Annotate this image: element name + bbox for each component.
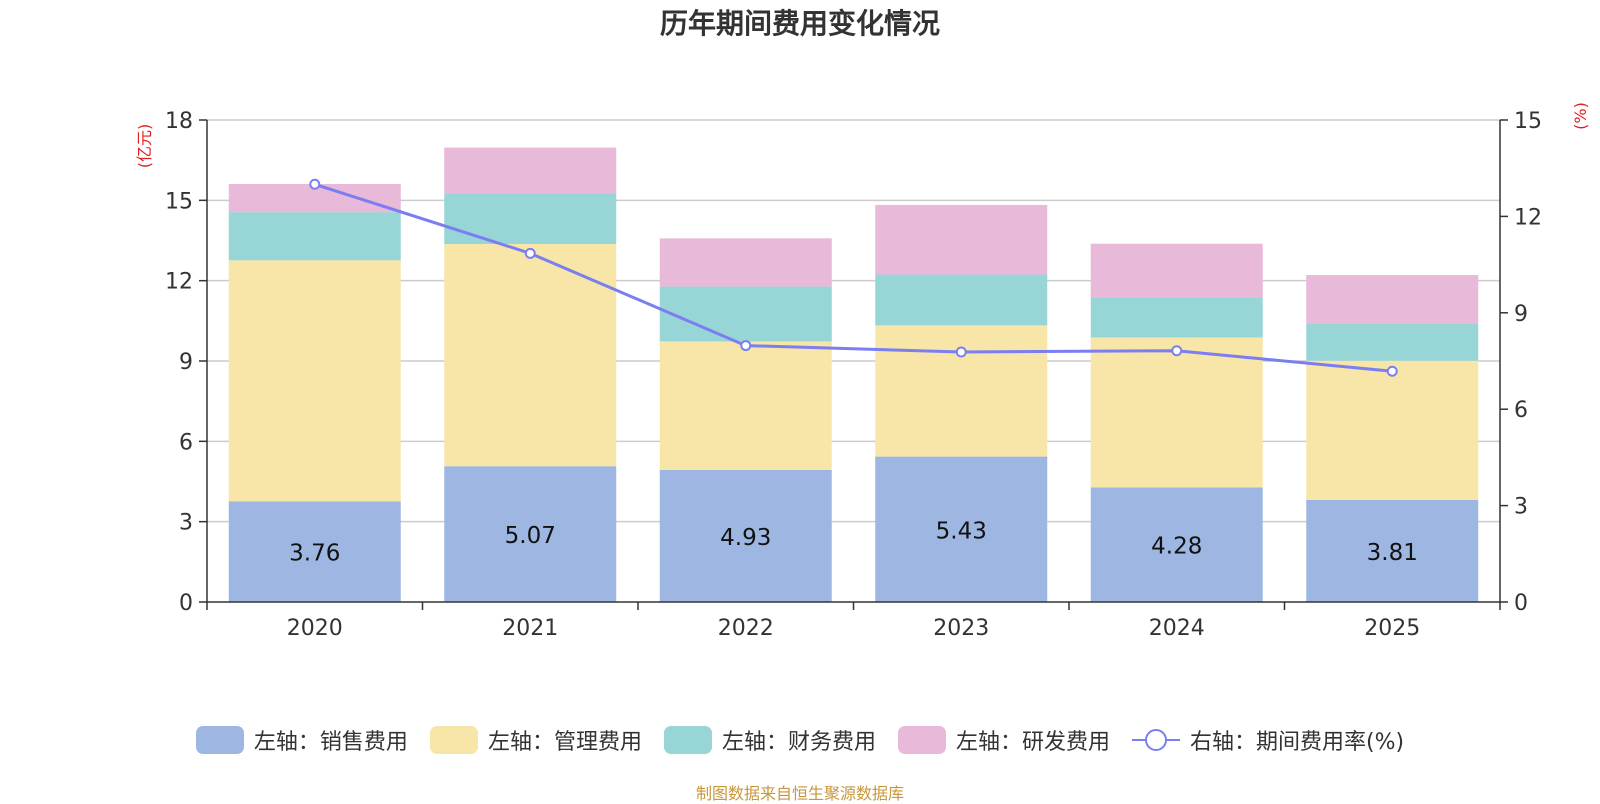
- legend-item-rate[interactable]: 右轴：期间费用率(%): [1131, 724, 1405, 756]
- bar-admin-2025: [1306, 360, 1479, 500]
- bar-finance-2021: [444, 193, 617, 244]
- x-axis-tick-label: 2021: [502, 616, 558, 641]
- legend-swatch-rnd: [897, 726, 946, 754]
- legend: 左轴：销售费用 左轴：管理费用 左轴：财务费用 左轴：研发费用 右轴：期间费用率…: [0, 722, 1600, 758]
- line-rate-point-2021: [524, 247, 536, 259]
- line-rate-point-2022: [740, 340, 752, 352]
- chart-title: 历年期间费用变化情况: [659, 7, 940, 40]
- left-axis-tick-label: 12: [165, 270, 193, 295]
- left-axis-tick-label: 6: [179, 430, 193, 455]
- bar-admin-2022: [659, 341, 832, 470]
- source-note: 制图数据来自恒生聚源数据库: [695, 784, 904, 803]
- right-axis-tick-label: 15: [1514, 109, 1542, 134]
- right-axis-tick-label: 3: [1514, 495, 1528, 520]
- x-axis-tick-label: 2022: [718, 616, 774, 641]
- legend-label-rnd: 左轴：研发费用: [955, 730, 1110, 755]
- right-axis-unit-label: (%): [1571, 102, 1590, 130]
- legend-item-rnd[interactable]: 左轴：研发费用: [897, 724, 1110, 756]
- left-axis-tick-label: 3: [179, 511, 193, 536]
- legend-line-rate-icon: [1131, 729, 1180, 751]
- data-label-sales-2023: 5.43: [936, 518, 987, 544]
- right-axis-tick-label: 0: [1514, 591, 1528, 616]
- legend-swatch-admin: [429, 726, 478, 754]
- bar-finance-2022: [659, 286, 832, 342]
- bar-finance-2025: [1306, 323, 1479, 361]
- legend-swatch-sales: [195, 726, 244, 754]
- bar-admin-2020: [228, 260, 401, 502]
- data-label-sales-2025: 3.81: [1367, 540, 1418, 566]
- data-label-sales-2024: 4.28: [1151, 534, 1202, 560]
- legend-label-sales: 左轴：销售费用: [253, 730, 408, 755]
- bar-finance-2023: [875, 274, 1048, 326]
- bar-rnd-2024: [1090, 243, 1263, 298]
- left-axis-tick-label: 15: [165, 189, 193, 214]
- bar-sales-2020: [228, 501, 401, 602]
- bar-rnd-2022: [659, 238, 832, 287]
- legend-label-finance: 左轴：财务费用: [721, 730, 876, 755]
- line-rate-point-2025: [1386, 365, 1398, 377]
- legend-item-sales[interactable]: 左轴：销售费用: [195, 724, 408, 756]
- data-label-sales-2021: 5.07: [505, 523, 556, 549]
- legend-label-admin: 左轴：管理费用: [487, 730, 642, 755]
- bar-sales-2024: [1090, 487, 1263, 602]
- legend-item-admin[interactable]: 左轴：管理费用: [429, 724, 642, 756]
- bar-finance-2024: [1090, 297, 1263, 338]
- bar-admin-2024: [1090, 337, 1263, 488]
- left-axis-tick-label: 9: [179, 350, 193, 375]
- left-axis-tick-label: 18: [165, 109, 193, 134]
- legend-label-rate: 右轴：期间费用率(%): [1189, 730, 1405, 755]
- line-rate-point-2023: [955, 346, 967, 358]
- left-axis-tick-label: 0: [179, 591, 193, 616]
- bar-admin-2021: [444, 243, 617, 467]
- x-axis-tick-label: 2025: [1364, 616, 1420, 641]
- bar-rnd-2021: [444, 147, 617, 194]
- right-axis-tick-label: 9: [1514, 302, 1528, 327]
- bar-admin-2023: [875, 325, 1048, 457]
- bar-finance-2020: [228, 212, 401, 261]
- x-axis-tick-label: 2024: [1149, 616, 1205, 641]
- right-axis-tick-label: 6: [1514, 398, 1528, 423]
- x-axis-tick-label: 2020: [287, 616, 343, 641]
- line-rate-point-2020: [309, 178, 321, 190]
- bar-sales-2023: [875, 456, 1048, 602]
- line-rate-series: [314, 182, 1393, 373]
- bar-rnd-2025: [1306, 275, 1479, 324]
- legend-item-finance[interactable]: 左轴：财务费用: [663, 724, 876, 756]
- data-label-sales-2020: 3.76: [289, 541, 340, 567]
- bar-rnd-2023: [875, 204, 1048, 275]
- line-rate-point-2024: [1171, 345, 1183, 357]
- bar-sales-2021: [444, 466, 617, 602]
- legend-swatch-finance: [663, 726, 712, 754]
- data-label-sales-2022: 4.93: [720, 525, 771, 551]
- left-axis-unit-label: (亿元): [135, 124, 154, 169]
- right-axis-tick-label: 12: [1514, 205, 1542, 230]
- x-axis-tick-label: 2023: [933, 616, 989, 641]
- bar-sales-2025: [1306, 499, 1479, 602]
- bar-sales-2022: [659, 469, 832, 602]
